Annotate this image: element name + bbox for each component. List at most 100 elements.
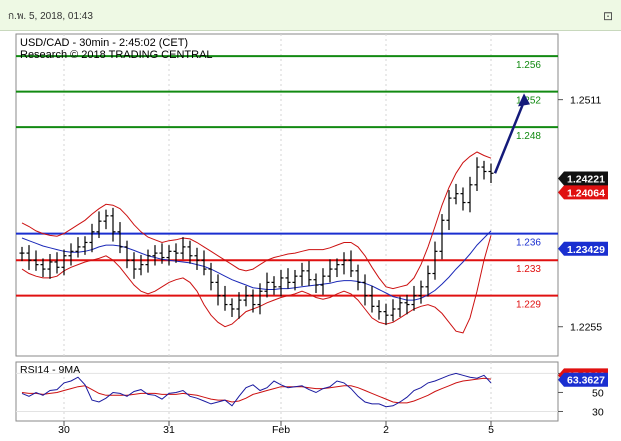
rsi-line — [21, 372, 492, 408]
rsi-panel: RSI14 - 9MA 305070 67.991663.3627 — [15, 361, 608, 422]
projection-arrow-head — [518, 93, 530, 107]
price-bar — [173, 243, 179, 263]
price-bar — [425, 265, 431, 297]
price-panel: 1.256 1.252 1.248 1.236 1.233 1.229 1.2255 1.2… — [15, 33, 608, 357]
price-tag-box — [558, 241, 608, 256]
price-bar — [474, 157, 480, 192]
chart-title: USD/CAD - 30min - 2:45:02 (CET) — [20, 37, 188, 49]
level-label: 1.256 — [516, 60, 541, 71]
x-axis-tick-label: 2 — [383, 424, 389, 436]
price-bar — [131, 252, 137, 279]
price-bar — [145, 249, 151, 273]
price-bar — [320, 268, 326, 295]
price-bar — [278, 269, 284, 297]
price-bar — [89, 223, 95, 253]
bollinger-upper-line — [21, 151, 492, 290]
price-bar — [103, 209, 109, 230]
level-label: 1.236 — [516, 238, 541, 249]
price-bar — [96, 211, 102, 239]
price-bar — [376, 300, 382, 320]
rsi-title: RSI14 - 9MA — [20, 364, 80, 376]
price-bar — [243, 285, 249, 307]
price-tag-red: 1.24064 — [558, 185, 608, 200]
price-bar — [404, 294, 410, 315]
price-bar — [40, 258, 46, 278]
price-bar — [47, 253, 53, 279]
price-bar — [26, 245, 32, 270]
price-bar — [292, 269, 298, 291]
price-bar — [68, 243, 74, 266]
price-tag-last: 1.24221 — [558, 171, 608, 186]
price-bar — [166, 245, 172, 266]
x-axis-tick-label: 5 — [488, 424, 494, 436]
price-bar — [411, 285, 417, 311]
price-bar — [229, 298, 235, 317]
price-bar — [33, 250, 39, 271]
price-bar — [159, 243, 165, 264]
price-bar — [117, 222, 123, 254]
price-bar — [439, 214, 445, 260]
level-label: 1.252 — [516, 96, 541, 107]
y-axis-tick-label: 1.2511 — [570, 95, 601, 107]
price-bar — [446, 190, 452, 231]
rsi-ma-line — [21, 377, 492, 404]
x-axis: 30 31 Feb 2 5 — [58, 421, 494, 436]
price-bar — [383, 303, 389, 325]
price-bar — [250, 289, 256, 313]
price-bar — [264, 272, 270, 298]
price-bar — [362, 274, 368, 306]
price-bar — [341, 252, 347, 275]
price-bar — [236, 292, 242, 319]
price-bar — [327, 259, 333, 283]
moving-average-line — [21, 230, 492, 301]
price-bar — [467, 176, 473, 213]
rsi-tag-blue: 63.3627 — [558, 372, 608, 387]
price-bar — [110, 207, 116, 242]
price-bar — [257, 283, 263, 315]
price-bar — [271, 276, 277, 295]
price-bar — [138, 254, 144, 276]
price-bar — [488, 163, 494, 184]
price-bar — [334, 258, 340, 278]
price-bar — [201, 250, 207, 276]
price-bar — [54, 252, 60, 274]
price-bar — [19, 246, 25, 262]
price-bar — [481, 160, 487, 180]
level-label: 1.248 — [516, 131, 541, 142]
price-bar — [418, 280, 424, 304]
rsi-y-tick-label: 50 — [592, 387, 604, 399]
price-bar — [355, 264, 361, 291]
x-axis-tick-label: 31 — [163, 424, 175, 436]
price-bar — [222, 285, 228, 311]
price-bar — [285, 268, 291, 289]
price-tag-label: 1.24221 — [567, 174, 605, 186]
price-tag-blue: 1.23429 — [558, 241, 608, 256]
price-bar — [124, 240, 130, 269]
price-tag-box — [558, 171, 608, 186]
header-timestamp: ก.พ. 5, 2018, 01:43 — [8, 11, 93, 22]
price-bar — [180, 237, 186, 260]
price-tag-label: 1.23429 — [567, 244, 605, 256]
rsi-plot-area — [15, 361, 559, 422]
price-tag-box — [558, 185, 608, 200]
maximize-icon[interactable]: ⊡ — [603, 9, 613, 23]
price-bar — [390, 299, 396, 322]
price-bar — [152, 245, 158, 266]
price-bar — [82, 236, 88, 255]
price-bar — [75, 237, 81, 258]
bollinger-lower-line — [21, 235, 492, 334]
price-bar — [397, 296, 403, 317]
price-bar — [187, 240, 193, 264]
level-label: 1.233 — [516, 264, 541, 275]
price-bar — [194, 247, 200, 270]
price-bar — [61, 249, 67, 276]
price-tag-label: 1.24064 — [567, 187, 605, 199]
x-axis-tick-label: Feb — [272, 424, 290, 436]
price-bar — [299, 262, 305, 286]
projection-arrow-shaft — [493, 100, 526, 174]
price-bar — [453, 183, 459, 205]
y-axis-tick-label: 1.2255 — [570, 322, 602, 334]
rsi-y-tick-label: 30 — [592, 406, 604, 418]
price-bar — [313, 273, 319, 294]
